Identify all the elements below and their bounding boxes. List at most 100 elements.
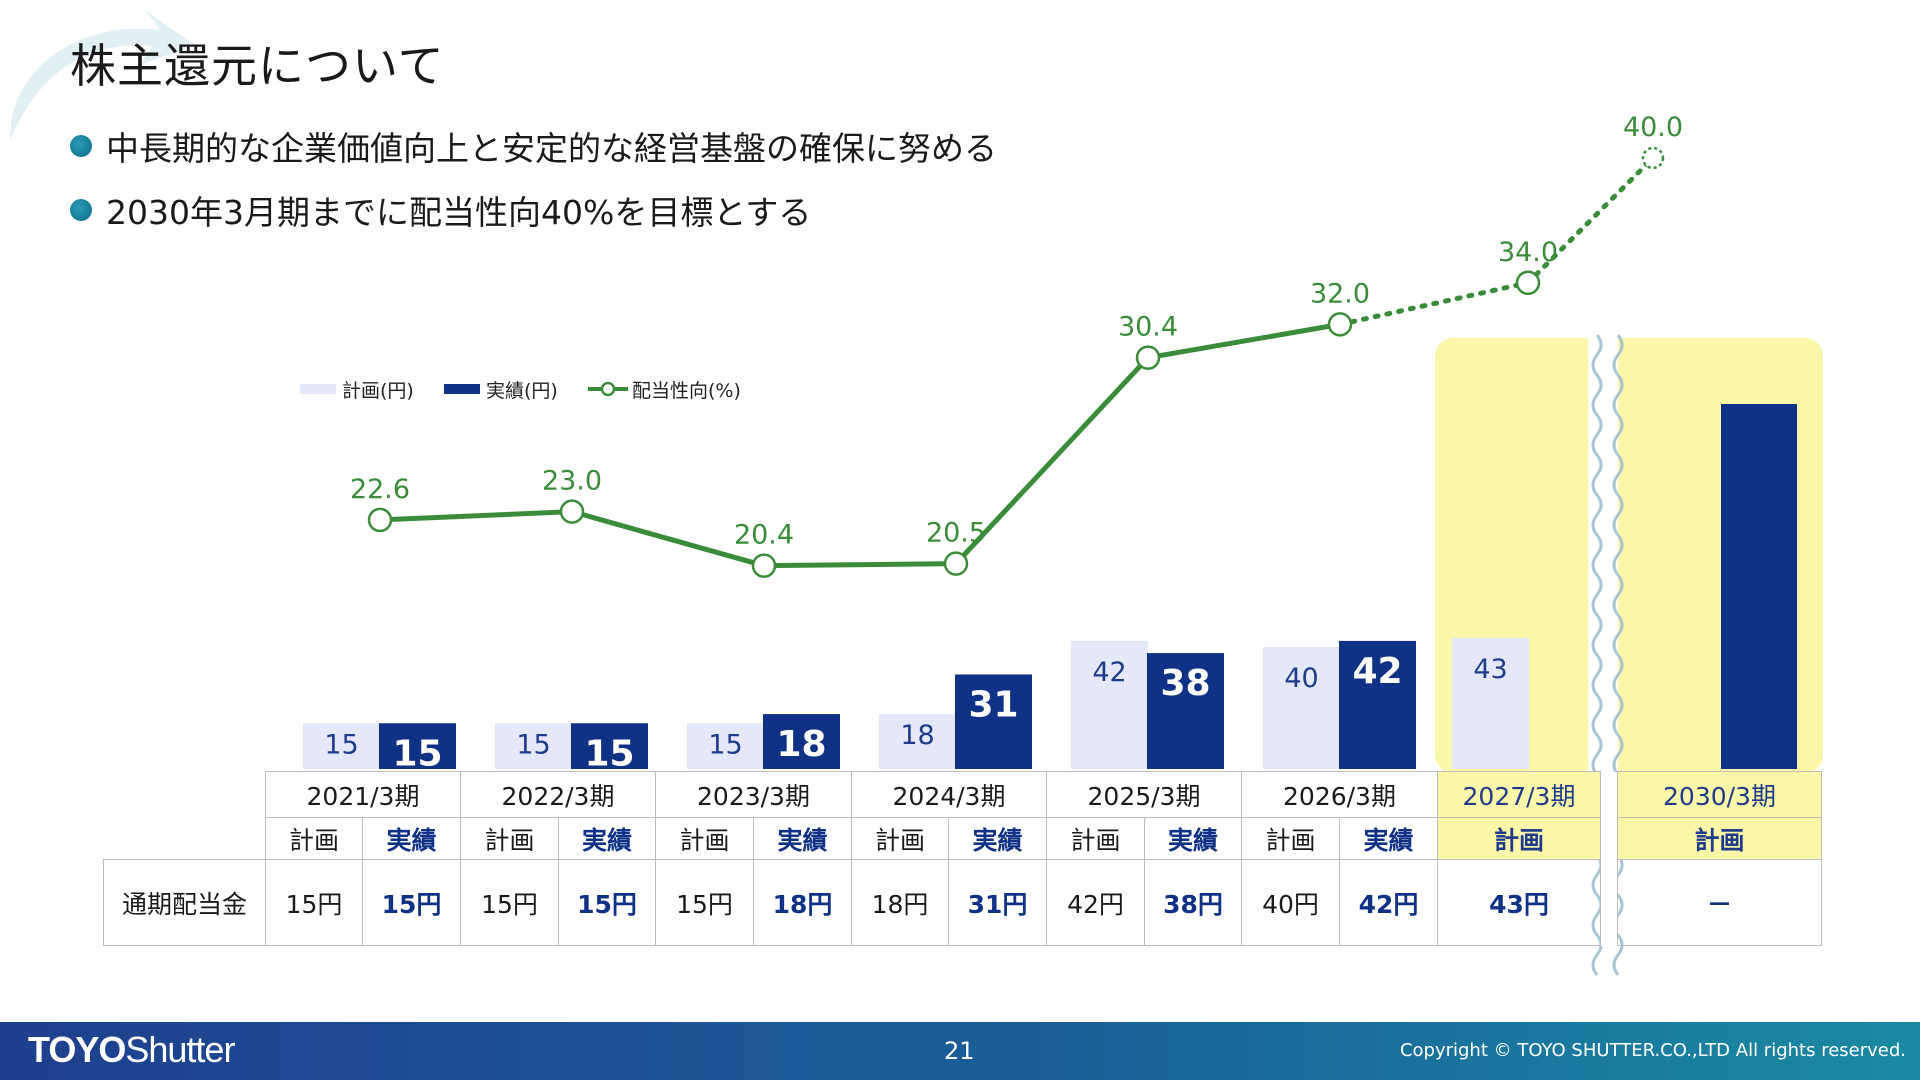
plan-value: 40円	[1241, 859, 1340, 946]
actual-bar	[571, 723, 648, 769]
page-title: 株主還元について	[70, 39, 445, 93]
legend-actual-label: 実績(円)	[486, 380, 558, 402]
dividend-chart: 計画(円) 実績(円) 配当性向(%) 15 15 15 15 15 18 18 31 42 38 40…	[300, 112, 1823, 976]
payout-ratio-label: 40.0	[1623, 112, 1683, 143]
payout-ratio-label: 22.6	[350, 474, 410, 505]
plan-value: －	[1617, 859, 1822, 946]
bullet-item: 2030年3月期までに配当性向40%を目標とする	[70, 186, 811, 234]
plan-bar	[1263, 647, 1340, 769]
plan-value: 15円	[460, 859, 559, 946]
dividend-table: 2021/3期 2022/3期 2023/3期 2024/3期 2025/3期 …	[103, 771, 1822, 946]
actual-bar-label: 18	[776, 724, 826, 765]
actual-subheader: 実績	[1339, 817, 1438, 860]
payout-ratio-label: 30.4	[1118, 312, 1178, 343]
payout-ratio-marker	[1641, 146, 1665, 170]
plan-subheader: 計画	[1437, 817, 1601, 860]
period-header: 2026/3期	[1241, 771, 1438, 818]
page-number: 21	[944, 1037, 975, 1065]
period-header: 2021/3期	[265, 771, 461, 818]
payout-ratio-forecast-line	[1337, 155, 1656, 327]
actual-bar-label: 38	[1160, 663, 1210, 704]
plan-value: 18円	[851, 859, 949, 946]
actual-bar	[763, 714, 840, 769]
actual-subheader: 実績	[753, 817, 852, 860]
payout-ratio-marker	[559, 499, 585, 524]
payout-ratio-label: 20.4	[734, 520, 794, 551]
plan-value: 42円	[1046, 859, 1145, 946]
actual-subheader: 実績	[558, 817, 656, 860]
legend-actual-swatch	[444, 384, 480, 394]
plan-bar-label: 18	[900, 720, 934, 751]
plan-bar-label: 15	[516, 729, 550, 760]
bullet-item: 中長期的な企業価値向上と安定的な経営基盤の確保に努める	[70, 122, 997, 170]
actual-bar	[1339, 640, 1416, 769]
period-header: 2030/3期	[1617, 771, 1822, 818]
actual-value: 31円	[948, 859, 1047, 946]
legend-ratio-marker	[600, 381, 616, 397]
actual-bar	[1147, 653, 1224, 769]
actual-bar-label: 31	[968, 684, 1018, 725]
plan-bar	[1071, 640, 1148, 769]
plan-bar-label: 15	[324, 729, 358, 760]
plan-bar-label: 43	[1473, 654, 1507, 685]
actual-bar-label: 15	[584, 733, 634, 774]
plan-bar	[687, 723, 764, 769]
payout-ratio-marker	[1515, 270, 1541, 296]
payout-ratio-marker	[943, 551, 969, 576]
plan-subheader: 計画	[265, 817, 363, 860]
payout-ratio-label: 20.5	[926, 518, 986, 549]
plan-bar-label: 15	[708, 729, 742, 760]
actual-subheader: 実績	[948, 817, 1047, 860]
actual-bar	[955, 674, 1032, 769]
footer-bar: TOYOShutter 21 Copyright © TOYO SHUTTER.…	[0, 1022, 1920, 1080]
actual-value: 15円	[558, 859, 656, 946]
plan-subheader: 計画	[1241, 817, 1340, 860]
plan-bar	[303, 723, 380, 769]
row-label: 通期配当金	[103, 859, 266, 946]
payout-ratio-line	[379, 321, 1341, 569]
period-header: 2022/3期	[460, 771, 656, 818]
period-header: 2025/3期	[1046, 771, 1242, 818]
plan-subheader: 計画	[655, 817, 754, 860]
company-logo: TOYOShutter	[28, 1029, 235, 1070]
actual-value: 15円	[362, 859, 461, 946]
payout-ratio-marker	[751, 553, 777, 578]
plan-bar	[879, 714, 956, 769]
bullet-dot-icon	[70, 135, 92, 157]
plan-bar-label: 42	[1092, 657, 1126, 688]
legend-plan-label: 計画(円)	[342, 380, 414, 402]
bullet-text: 2030年3月期までに配当性向40%を目標とする	[106, 193, 812, 232]
actual-value: 38円	[1144, 859, 1242, 946]
actual-subheader: 実績	[362, 817, 461, 860]
actual-bar-label: 42	[1352, 651, 1402, 692]
plan-bar	[1452, 637, 1529, 769]
payout-ratio-label: 23.0	[542, 466, 602, 497]
bullet-dot-icon	[70, 199, 92, 221]
actual-subheader: 実績	[1144, 817, 1242, 860]
payout-ratio-label: 32.0	[1310, 278, 1370, 309]
plan-subheader: 計画	[460, 817, 559, 860]
plan-value: 15円	[265, 859, 363, 946]
payout-ratio-marker	[367, 507, 393, 533]
decorative-swoosh	[10, 10, 195, 140]
period-header: 2024/3期	[851, 771, 1047, 818]
plan-bar	[495, 723, 572, 769]
target-bar-2030	[1721, 404, 1797, 769]
period-header: 2023/3期	[655, 771, 852, 818]
plan-subheader: 計画	[851, 817, 949, 860]
payout-ratio-marker	[1135, 345, 1161, 370]
plan-bar-label: 40	[1284, 663, 1318, 694]
plan-value: 15円	[655, 859, 754, 946]
actual-value: 42円	[1339, 859, 1438, 946]
payout-ratio-marker	[1327, 312, 1353, 337]
period-header: 2027/3期	[1437, 771, 1601, 818]
actual-bar	[379, 723, 456, 769]
bullet-text: 中長期的な企業価値向上と安定的な経営基盤の確保に努める	[106, 129, 997, 168]
legend-ratio-label: 配当性向(%)	[632, 380, 741, 402]
payout-ratio-label: 34.0	[1498, 237, 1558, 268]
actual-value: 18円	[753, 859, 852, 946]
copyright-text: Copyright © TOYO SHUTTER.CO.,LTD All rig…	[1399, 1040, 1906, 1061]
plan-value: 43円	[1437, 859, 1601, 946]
legend-plan-swatch	[300, 384, 336, 394]
plan-subheader: 計画	[1617, 817, 1822, 860]
